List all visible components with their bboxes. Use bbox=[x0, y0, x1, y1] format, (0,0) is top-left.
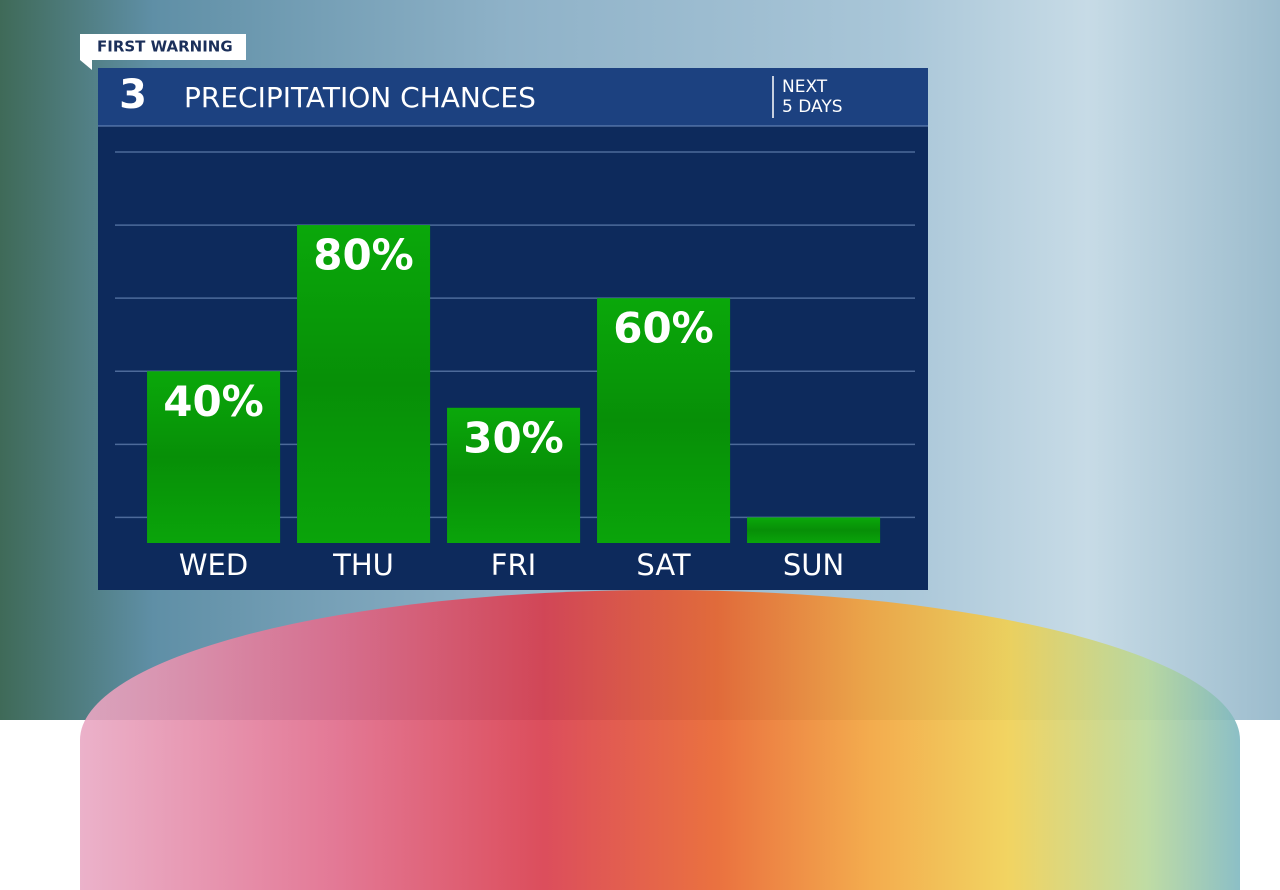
bar bbox=[447, 407, 581, 543]
value-label: 80% bbox=[313, 231, 414, 280]
chart-title: PRECIPITATION CHANCES bbox=[184, 81, 536, 114]
x-tick-label: WED bbox=[179, 548, 248, 582]
subtitle-line: 5 DAYS bbox=[782, 97, 843, 117]
x-tick-label: THU bbox=[332, 548, 394, 582]
header bbox=[98, 68, 928, 126]
bar bbox=[747, 517, 881, 543]
subtitle-line: NEXT bbox=[782, 77, 828, 97]
x-tick-label: SAT bbox=[636, 548, 691, 582]
bar bbox=[297, 225, 431, 543]
chart: FIRST WARNING 3 PRECIPITATION CHANCES NE… bbox=[80, 34, 928, 590]
value-label: 60% bbox=[613, 304, 714, 353]
badge-box bbox=[80, 34, 246, 70]
badge: FIRST WARNING bbox=[97, 38, 233, 56]
value-label: 30% bbox=[463, 413, 564, 462]
bar bbox=[147, 371, 281, 543]
logo: 3 bbox=[119, 72, 147, 118]
bar bbox=[597, 298, 731, 543]
x-tick-label: SUN bbox=[783, 548, 844, 582]
value-label: 40% bbox=[163, 377, 264, 426]
x-tick-label: FRI bbox=[491, 548, 536, 582]
